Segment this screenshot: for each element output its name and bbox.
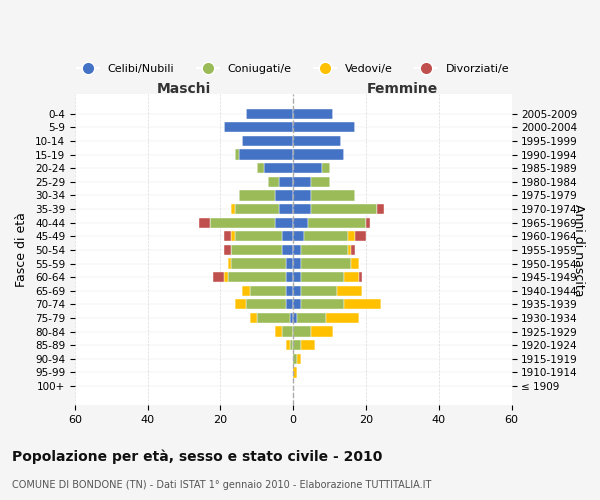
Bar: [293, 231, 304, 241]
Text: Femmine: Femmine: [367, 82, 438, 96]
Bar: [209, 218, 275, 228]
Bar: [224, 122, 293, 132]
Bar: [293, 368, 297, 378]
Bar: [257, 163, 264, 173]
Bar: [293, 245, 301, 255]
Bar: [283, 326, 293, 336]
Bar: [283, 245, 293, 255]
Bar: [301, 258, 352, 268]
Bar: [290, 340, 293, 350]
Bar: [293, 354, 297, 364]
Bar: [301, 340, 315, 350]
Bar: [293, 340, 301, 350]
Bar: [224, 231, 232, 241]
Bar: [224, 272, 228, 282]
Bar: [232, 231, 235, 241]
Bar: [257, 313, 290, 323]
Bar: [293, 122, 355, 132]
Bar: [286, 272, 293, 282]
Bar: [326, 313, 359, 323]
Bar: [235, 231, 283, 241]
Bar: [348, 231, 355, 241]
Bar: [235, 299, 246, 310]
Bar: [344, 299, 380, 310]
Bar: [301, 286, 337, 296]
Bar: [355, 231, 366, 241]
Bar: [293, 326, 311, 336]
Bar: [286, 286, 293, 296]
Bar: [235, 150, 239, 160]
Bar: [239, 190, 275, 200]
Bar: [239, 150, 293, 160]
Bar: [232, 204, 235, 214]
Bar: [311, 204, 377, 214]
Bar: [297, 354, 301, 364]
Text: Popolazione per età, sesso e stato civile - 2010: Popolazione per età, sesso e stato civil…: [12, 450, 382, 464]
Bar: [311, 176, 329, 187]
Bar: [232, 258, 286, 268]
Bar: [286, 299, 293, 310]
Bar: [293, 136, 341, 146]
Bar: [337, 286, 362, 296]
Bar: [352, 258, 359, 268]
Bar: [304, 231, 348, 241]
Bar: [224, 245, 232, 255]
Bar: [286, 258, 293, 268]
Bar: [199, 218, 209, 228]
Bar: [301, 299, 344, 310]
Bar: [293, 218, 308, 228]
Y-axis label: Fasce di età: Fasce di età: [15, 212, 28, 288]
Bar: [359, 272, 362, 282]
Bar: [352, 245, 355, 255]
Text: COMUNE DI BONDONE (TN) - Dati ISTAT 1° gennaio 2010 - Elaborazione TUTTITALIA.IT: COMUNE DI BONDONE (TN) - Dati ISTAT 1° g…: [12, 480, 431, 490]
Bar: [311, 190, 355, 200]
Bar: [275, 326, 283, 336]
Bar: [293, 299, 301, 310]
Bar: [278, 204, 293, 214]
Bar: [301, 245, 348, 255]
Bar: [264, 163, 293, 173]
Bar: [293, 258, 301, 268]
Bar: [242, 136, 293, 146]
Bar: [283, 231, 293, 241]
Bar: [246, 299, 286, 310]
Bar: [311, 326, 333, 336]
Bar: [268, 176, 278, 187]
Bar: [293, 176, 311, 187]
Bar: [293, 272, 301, 282]
Bar: [293, 190, 311, 200]
Text: Maschi: Maschi: [157, 82, 211, 96]
Bar: [275, 218, 293, 228]
Bar: [228, 258, 232, 268]
Bar: [293, 204, 311, 214]
Bar: [275, 190, 293, 200]
Bar: [232, 245, 283, 255]
Bar: [293, 150, 344, 160]
Bar: [293, 163, 322, 173]
Bar: [242, 286, 250, 296]
Bar: [366, 218, 370, 228]
Bar: [344, 272, 359, 282]
Bar: [250, 286, 286, 296]
Bar: [278, 176, 293, 187]
Bar: [348, 245, 352, 255]
Bar: [250, 313, 257, 323]
Bar: [246, 108, 293, 119]
Bar: [308, 218, 366, 228]
Bar: [301, 272, 344, 282]
Bar: [293, 108, 333, 119]
Bar: [290, 313, 293, 323]
Bar: [235, 204, 278, 214]
Bar: [213, 272, 224, 282]
Bar: [377, 204, 384, 214]
Bar: [322, 163, 329, 173]
Legend: Celibi/Nubili, Coniugati/e, Vedovi/e, Divorziati/e: Celibi/Nubili, Coniugati/e, Vedovi/e, Di…: [72, 60, 514, 78]
Bar: [286, 340, 290, 350]
Bar: [293, 286, 301, 296]
Y-axis label: Anni di nascita: Anni di nascita: [572, 204, 585, 296]
Bar: [293, 313, 297, 323]
Bar: [297, 313, 326, 323]
Bar: [228, 272, 286, 282]
